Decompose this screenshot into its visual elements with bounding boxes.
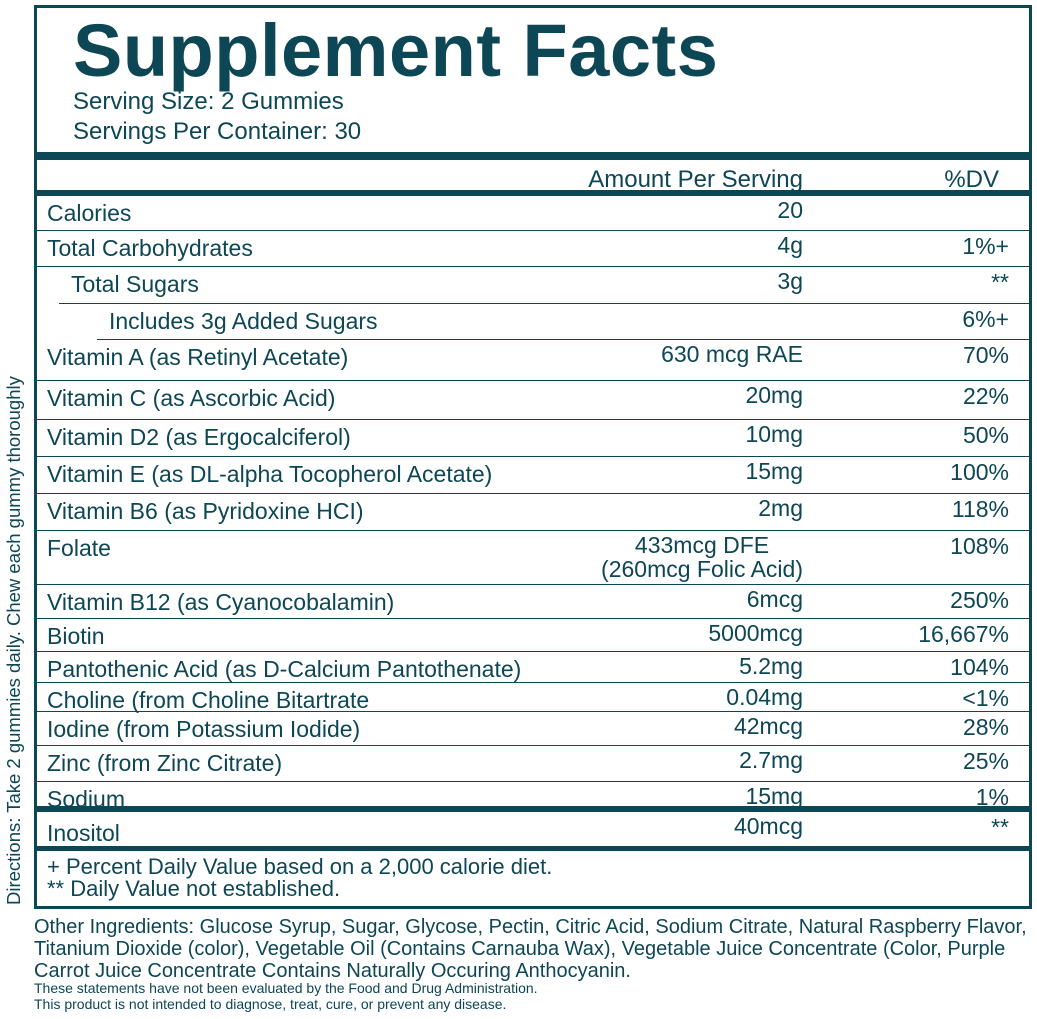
nutrient-amount: 5.2mg	[739, 653, 803, 679]
nutrient-row: Biotin 5000mcg 16,667%	[37, 619, 1029, 652]
nutrient-row: Vitamin B6 (as Pyridoxine HCI) 2mg 118%	[37, 494, 1029, 531]
nutrient-amount: 2mg	[758, 495, 803, 521]
nutrient-name: Inositol	[47, 820, 120, 846]
nutrient-name: Vitamin E (as DL-alpha Tocopherol Acetat…	[47, 461, 493, 487]
nutrient-name: Pantothenic Acid (as D-Calcium Pantothen…	[47, 656, 522, 682]
nutrient-dv: 25%	[962, 748, 1009, 774]
nutrient-name: Zinc (from Zinc Citrate)	[47, 750, 283, 776]
nutrient-name: Calories	[47, 200, 132, 226]
nutrient-amount: 10mg	[745, 421, 803, 447]
supplement-facts-panel: Supplement Facts Serving Size: 2 Gummies…	[34, 5, 1032, 909]
nutrient-amount: 0.04mg	[726, 684, 803, 710]
nutrient-amount: 4g	[777, 232, 803, 258]
other-ingredients: Other Ingredients: Glucose Syrup, Sugar,…	[34, 916, 1027, 982]
nutrient-dv: 118%	[951, 496, 1009, 522]
divider-thick	[37, 846, 1029, 851]
header-amount: Amount Per Serving	[588, 166, 803, 193]
serving-size: Serving Size: 2 Gummies	[73, 88, 344, 115]
nutrient-amount: 40mcg	[733, 813, 803, 839]
nutrient-row: Calories 20	[37, 196, 1029, 231]
nutrient-name: Biotin	[47, 623, 105, 649]
nutrient-amount-line: (260mcg Folic Acid)	[601, 556, 803, 582]
nutrient-amount: 15mg	[745, 783, 803, 809]
nutrient-name: Vitamin C (as Ascorbic Acid)	[47, 385, 336, 411]
divider-thick	[37, 806, 1029, 812]
nutrient-dv: 28%	[962, 714, 1009, 740]
nutrient-amount: 433mcg DFE (260mcg Folic Acid)	[601, 533, 803, 581]
nutrient-row: Vitamin E (as DL-alpha Tocopherol Acetat…	[37, 457, 1029, 494]
divider-thick	[37, 152, 1029, 160]
nutrient-amount: 20mg	[745, 382, 803, 408]
nutrient-dv: 104%	[950, 654, 1009, 680]
nutrient-name: Vitamin B12 (as Cyanocobalamin)	[47, 589, 395, 615]
nutrient-amount: 20	[777, 197, 803, 223]
nutrient-name: Total Sugars	[71, 271, 199, 297]
nutrient-amount: 630 mcg RAE	[661, 341, 803, 367]
nutrient-amount: 3g	[777, 268, 803, 294]
nutrient-row: Vitamin C (as Ascorbic Acid) 20mg 22%	[37, 381, 1029, 420]
nutrient-amount: 6mcg	[746, 586, 803, 612]
nutrient-dv: 6%+	[962, 306, 1009, 332]
panel-title: Supplement Facts	[73, 9, 719, 92]
footnote-percent-dv: + Percent Daily Value based on a 2,000 c…	[47, 854, 553, 879]
nutrient-row: Vitamin B12 (as Cyanocobalamin) 6mcg 250%	[37, 585, 1029, 619]
nutrient-dv: 1%	[975, 784, 1009, 810]
nutrient-table: Calories 20 Total Carbohydrates 4g 1%+ Total …	[37, 196, 1029, 822]
nutrient-dv: <1%	[962, 685, 1009, 711]
nutrient-dv: 16,667%	[918, 621, 1009, 647]
nutrient-row: Pantothenic Acid (as D-Calcium Pantothen…	[37, 652, 1029, 683]
nutrient-name: Total Carbohydrates	[47, 235, 253, 261]
nutrient-name: Includes 3g Added Sugars	[109, 308, 378, 334]
nutrient-dv: **	[991, 814, 1009, 840]
nutrient-name: Vitamin D2 (as Ergocalciferol)	[47, 424, 351, 450]
nutrient-row: Folate 433mcg DFE (260mcg Folic Acid) 108%	[37, 531, 1029, 585]
nutrient-dv: 250%	[950, 587, 1009, 613]
nutrient-amount: 2.7mg	[739, 747, 803, 773]
nutrient-row: Includes 3g Added Sugars 6%+	[97, 304, 1029, 340]
nutrient-amount: 15mg	[745, 458, 803, 484]
nutrient-name: Folate	[47, 535, 111, 561]
nutrient-dv: 100%	[950, 459, 1009, 485]
nutrient-dv: 108%	[950, 533, 1009, 559]
nutrient-name: Choline (from Choline Bitartrate	[47, 687, 370, 713]
nutrient-amount: 5000mcg	[708, 620, 803, 646]
nutrient-row: Zinc (from Zinc Citrate) 2.7mg 25%	[37, 746, 1029, 782]
nutrient-row: Total Carbohydrates 4g 1%+	[37, 231, 1029, 267]
fda-disclaimer: These statements have not been evaluated…	[34, 980, 538, 996]
divider-thick	[37, 190, 1029, 196]
nutrient-row-inositol: Inositol 40mcg **	[37, 812, 1029, 846]
nutrient-amount: 42mcg	[733, 713, 803, 739]
fda-disclaimer-2: This product is not intended to diagnose…	[34, 996, 507, 1012]
nutrient-dv: 50%	[962, 422, 1009, 448]
servings-per-container: Servings Per Container: 30	[73, 118, 362, 145]
nutrient-row: Vitamin D2 (as Ergocalciferol) 10mg 50%	[37, 420, 1029, 457]
nutrient-row: Iodine (from Potassium Iodide) 42mcg 28%	[37, 712, 1029, 746]
footnote-dv-not-established: ** Daily Value not established.	[47, 876, 341, 901]
nutrient-row: Total Sugars 3g **	[59, 267, 1029, 304]
nutrient-amount-line: 433mcg DFE	[634, 532, 770, 558]
nutrient-dv: 22%	[962, 383, 1009, 409]
directions: Directions: Take 2 gummies daily. Chew e…	[3, 376, 24, 905]
nutrient-name: Vitamin A (as Retinyl Acetate)	[47, 344, 349, 370]
nutrient-name: Vitamin B6 (as Pyridoxine HCI)	[47, 498, 364, 524]
nutrient-row: Choline (from Choline Bitartrate 0.04mg <1…	[37, 683, 1029, 713]
header-dv: %DV	[944, 166, 999, 193]
nutrient-name: Iodine (from Potassium Iodide)	[47, 716, 361, 742]
nutrient-row: Vitamin A (as Retinyl Acetate) 630 mcg RA…	[37, 340, 1029, 381]
nutrient-dv: 1%+	[962, 233, 1009, 259]
nutrient-dv: **	[991, 269, 1009, 295]
nutrient-dv: 70%	[962, 342, 1009, 368]
